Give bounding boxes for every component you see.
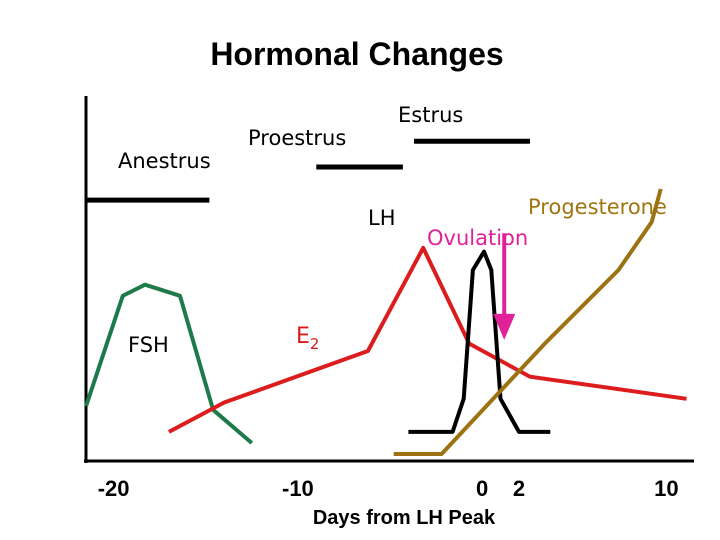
x-tick-label: 10 bbox=[654, 476, 678, 501]
x-tick-label: -20 bbox=[98, 476, 130, 501]
series-line-e2 bbox=[167, 245, 687, 434]
chart-title: Hormonal Changes bbox=[210, 36, 503, 72]
series-label-e2: E2 bbox=[296, 324, 319, 353]
x-tick-label: 0 bbox=[476, 476, 488, 501]
series-label-lh: LH bbox=[368, 206, 396, 230]
series-line-fsh bbox=[84, 282, 254, 445]
series-label-fsh: FSH bbox=[128, 333, 169, 357]
series-label-progesterone: Progesterone bbox=[528, 195, 667, 219]
e2-subscript: 2 bbox=[310, 335, 320, 353]
phase-bars bbox=[86, 138, 530, 203]
series-line-lh bbox=[408, 249, 551, 434]
phase-label-estrus: Estrus bbox=[398, 103, 463, 127]
ovulation-arrow-head bbox=[493, 313, 516, 340]
phase-label-proestrus: Proestrus bbox=[248, 126, 346, 150]
x-tick-label: -10 bbox=[282, 476, 314, 501]
phase-label-anestrus: Anestrus bbox=[118, 149, 211, 173]
x-tick-labels: -20 -10 0 2 10 bbox=[98, 476, 679, 501]
ovulation-label: Ovulation bbox=[427, 226, 528, 250]
x-tick-label: 2 bbox=[513, 476, 525, 501]
series-line-progesterone bbox=[393, 188, 663, 456]
e2-main: E bbox=[296, 324, 310, 349]
series-lines bbox=[84, 188, 687, 456]
x-axis-label: Days from LH Peak bbox=[313, 507, 496, 529]
